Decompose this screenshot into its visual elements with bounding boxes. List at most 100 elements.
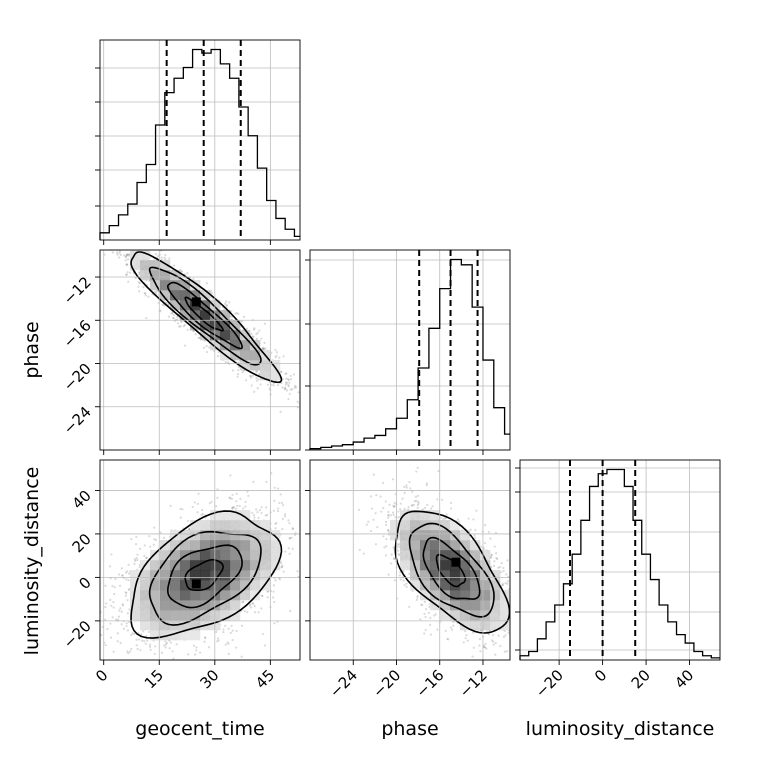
density-cell [150, 620, 161, 631]
scatter-point [389, 514, 393, 517]
scatter-point [128, 572, 131, 575]
scatter-point [312, 514, 314, 516]
scatter-point [237, 361, 240, 364]
density-cell [170, 570, 181, 581]
scatter-point [172, 264, 176, 267]
density-cell [200, 570, 211, 581]
scatter-point [262, 348, 265, 351]
density-cell [480, 620, 491, 631]
scatter-point [284, 383, 287, 386]
density-cell [440, 550, 451, 561]
scatter-point [387, 513, 390, 517]
scatter-point [451, 628, 454, 631]
scatter-point [426, 503, 429, 507]
scatter-point [137, 290, 141, 293]
scatter-point [139, 648, 142, 652]
scatter-point [161, 247, 163, 249]
scatter-point [314, 406, 316, 408]
scatter-point [452, 620, 455, 624]
scatter-point [127, 563, 130, 566]
density-cell [170, 590, 181, 601]
scatter-point [208, 502, 212, 505]
scatter-point [200, 513, 203, 517]
scatter-point [231, 638, 234, 642]
scatter-point [419, 618, 422, 621]
scatter-point [281, 386, 284, 389]
density-cell [500, 600, 510, 611]
scatter-point [403, 507, 406, 511]
hist-geocent_time-frame [99, 39, 301, 241]
scatter-point [278, 501, 281, 505]
scatter-point [128, 242, 130, 244]
scatter-point [447, 638, 450, 641]
density-cell [150, 560, 161, 571]
scatter-point [288, 522, 291, 525]
scatter-point [135, 245, 137, 247]
scatter-point [242, 600, 245, 603]
scatter-point [231, 507, 234, 510]
scatter-point [441, 498, 444, 501]
scatter-point [135, 556, 138, 560]
scatter-point [115, 235, 117, 237]
scatter-point [408, 605, 411, 609]
scatter-point [127, 588, 130, 591]
scatter-point [304, 529, 306, 531]
scatter-point [126, 263, 129, 266]
scatter-point [235, 629, 238, 633]
density-cell [250, 580, 261, 591]
scatter-point [216, 640, 219, 643]
density-cell [130, 590, 141, 601]
scatter-point [241, 600, 244, 604]
scatter-point [462, 641, 465, 644]
scatter-point [263, 322, 267, 325]
density-cell [230, 530, 241, 541]
density-cell [430, 540, 441, 551]
scatter-point [149, 545, 152, 548]
density-cell [220, 570, 231, 581]
density-cell [190, 310, 201, 321]
scatter-point [147, 630, 151, 634]
density-cell [230, 340, 241, 351]
scatter-point [121, 574, 124, 577]
scatter-point [116, 232, 118, 234]
scatter-point [161, 303, 164, 306]
density-cell [440, 600, 451, 611]
density-cell [140, 270, 151, 281]
density-cell [230, 570, 241, 581]
density-cell [190, 630, 201, 641]
scatter-point [287, 519, 290, 522]
scatter-point [307, 516, 309, 518]
scatter-point [376, 526, 379, 529]
scatter-point [167, 315, 171, 318]
scatter-point [529, 630, 531, 632]
density-cell [160, 550, 171, 561]
density-cell [250, 590, 261, 601]
scatter-point [282, 570, 285, 573]
scatter-point [417, 502, 420, 505]
scatter-point [515, 634, 517, 636]
scatter-point [128, 231, 130, 233]
scatter-point [258, 373, 261, 376]
scatter-point [118, 609, 121, 612]
scatter-point [444, 517, 447, 520]
scatter-point [181, 508, 184, 511]
density-cell [230, 600, 241, 611]
density-cell [470, 600, 481, 611]
density-cell [440, 520, 451, 531]
scatter-point [248, 603, 252, 606]
scatter-point [274, 522, 277, 526]
scatter-point [524, 624, 526, 626]
scatter-point [148, 535, 151, 538]
scatter-point [252, 335, 255, 338]
scatter-point [288, 537, 291, 540]
density-cell [150, 280, 161, 291]
scatter-point [393, 505, 396, 508]
scatter-point [283, 513, 287, 516]
phase-xaxis-label-0: −24 [326, 666, 361, 701]
scatter-point [492, 633, 495, 637]
scatter-point [478, 638, 482, 641]
scatter-point [501, 583, 505, 587]
scatter-point [416, 500, 420, 503]
scatter-point [398, 554, 401, 557]
scatter-point [383, 546, 386, 549]
